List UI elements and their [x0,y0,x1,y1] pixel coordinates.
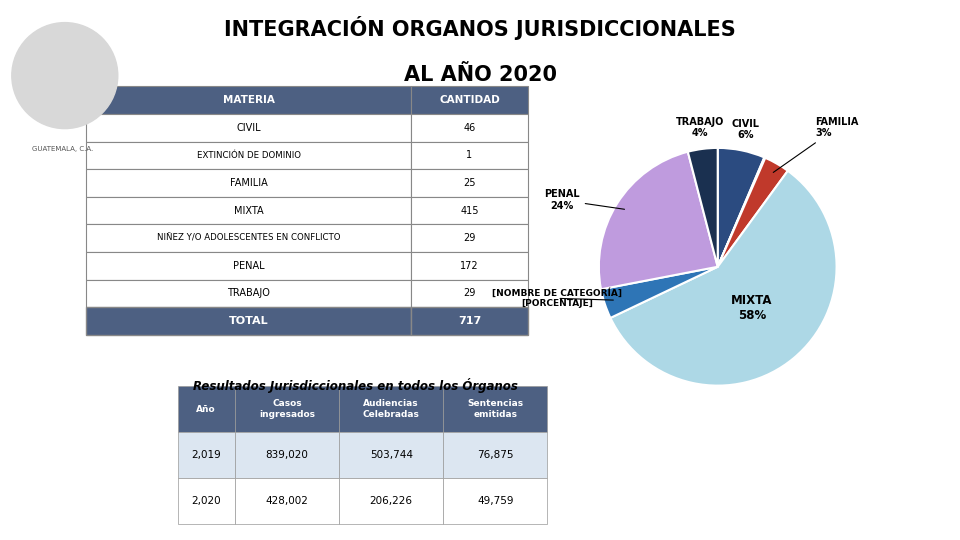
Text: TRABAJO: TRABAJO [228,288,270,299]
Text: 2,019: 2,019 [191,450,221,460]
FancyBboxPatch shape [86,197,411,225]
Text: 839,020: 839,020 [266,450,308,460]
FancyBboxPatch shape [86,307,411,335]
FancyBboxPatch shape [339,478,444,524]
FancyBboxPatch shape [339,386,444,432]
Wedge shape [718,158,788,267]
FancyBboxPatch shape [235,432,339,478]
Text: CIVIL: CIVIL [236,123,261,133]
FancyBboxPatch shape [86,114,411,141]
FancyBboxPatch shape [411,280,528,307]
Text: CIVIL
6%: CIVIL 6% [732,119,759,140]
Text: 2,020: 2,020 [191,496,221,506]
Text: 29: 29 [464,288,475,299]
FancyBboxPatch shape [411,169,528,197]
FancyBboxPatch shape [444,386,547,432]
Text: 46: 46 [464,123,475,133]
Text: FAMILIA: FAMILIA [229,178,268,188]
Text: 1: 1 [467,151,472,160]
Text: AL AÑO 2020: AL AÑO 2020 [403,65,557,85]
FancyBboxPatch shape [86,141,411,169]
FancyBboxPatch shape [339,432,444,478]
Wedge shape [601,267,718,318]
FancyBboxPatch shape [411,86,528,114]
Text: 25: 25 [464,178,476,188]
FancyBboxPatch shape [444,478,547,524]
Text: MATERIA: MATERIA [223,95,275,105]
FancyBboxPatch shape [411,252,528,280]
Text: [NOMBRE DE CATEGORÍA]
[PORCENTAJE]: [NOMBRE DE CATEGORÍA] [PORCENTAJE] [492,288,622,308]
Text: NIÑEZ Y/O ADOLESCENTES EN CONFLICTO: NIÑEZ Y/O ADOLESCENTES EN CONFLICTO [156,234,341,242]
Text: 29: 29 [464,233,475,243]
Wedge shape [599,152,718,289]
Text: Audiencias
Celebradas: Audiencias Celebradas [363,400,420,419]
Text: MIXTA: MIXTA [234,206,263,215]
Text: Año: Año [197,404,216,414]
Wedge shape [687,148,718,267]
Wedge shape [611,171,836,386]
FancyBboxPatch shape [178,478,235,524]
FancyBboxPatch shape [411,225,528,252]
FancyBboxPatch shape [86,225,411,252]
FancyBboxPatch shape [411,307,528,335]
Text: CANTIDAD: CANTIDAD [439,95,500,105]
FancyBboxPatch shape [444,432,547,478]
Text: 49,759: 49,759 [477,496,514,506]
Text: Casos
ingresados: Casos ingresados [259,400,315,419]
FancyBboxPatch shape [235,386,339,432]
Text: MIXTA
58%: MIXTA 58% [732,294,773,322]
FancyBboxPatch shape [411,141,528,169]
Wedge shape [718,158,765,267]
FancyBboxPatch shape [178,386,235,432]
Text: 428,002: 428,002 [266,496,308,506]
FancyBboxPatch shape [178,432,235,478]
FancyBboxPatch shape [235,478,339,524]
Text: Sentencias
emitidas: Sentencias emitidas [468,400,523,419]
Wedge shape [718,148,764,267]
Text: EXTINCIÓN DE DOMINIO: EXTINCIÓN DE DOMINIO [197,151,300,160]
FancyBboxPatch shape [86,169,411,197]
Text: 717: 717 [458,316,481,326]
Text: TOTAL: TOTAL [228,316,269,326]
Text: 76,875: 76,875 [477,450,514,460]
Text: INTEGRACIÓN ORGANOS JURISDICCIONALES: INTEGRACIÓN ORGANOS JURISDICCIONALES [224,16,736,40]
FancyBboxPatch shape [86,86,411,114]
Text: Resultados Jurisdiccionales en todos los Órganos: Resultados Jurisdiccionales en todos los… [193,378,517,393]
Circle shape [12,23,118,129]
FancyBboxPatch shape [411,114,528,141]
Text: 503,744: 503,744 [370,450,413,460]
Text: 415: 415 [460,206,479,215]
Text: GUATEMALA, C.A.: GUATEMALA, C.A. [32,146,93,152]
Text: PENAL: PENAL [233,261,265,271]
Text: FAMILIA
3%: FAMILIA 3% [773,117,859,172]
FancyBboxPatch shape [86,280,411,307]
Text: 206,226: 206,226 [370,496,413,506]
FancyBboxPatch shape [411,197,528,225]
Text: TRABAJO
4%: TRABAJO 4% [676,117,724,138]
FancyBboxPatch shape [86,252,411,280]
Text: 172: 172 [460,261,479,271]
Text: PENAL
24%: PENAL 24% [544,190,625,211]
